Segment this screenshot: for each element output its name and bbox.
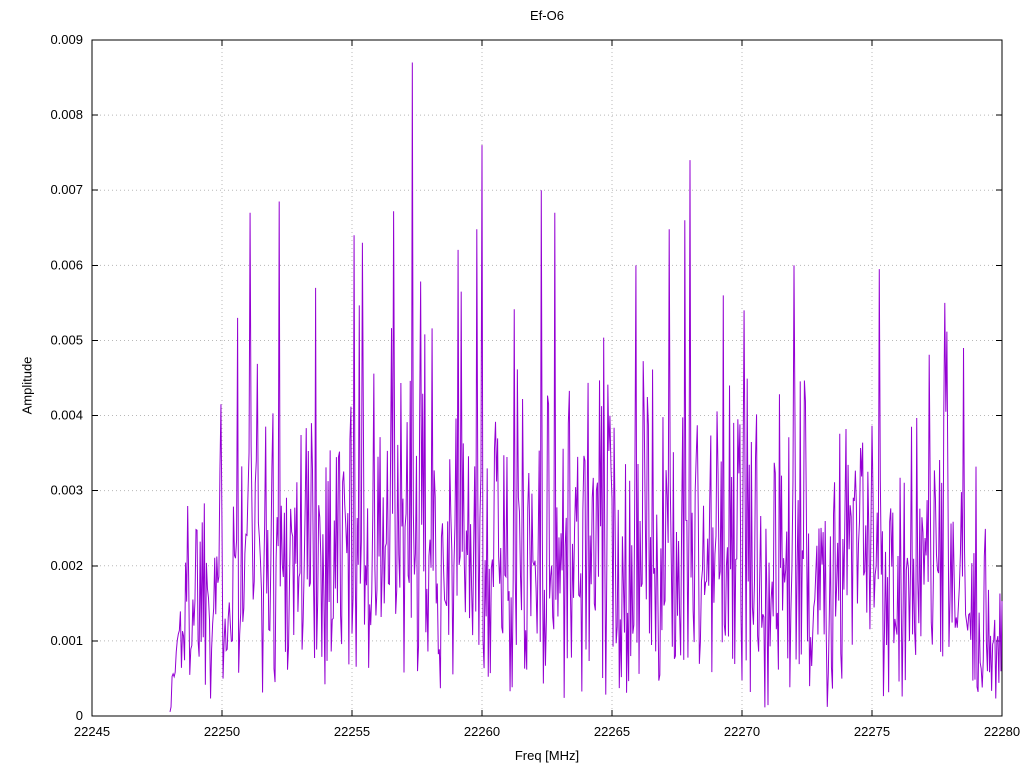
y-tick-label: 0.003 xyxy=(50,483,83,498)
x-tick-label: 22250 xyxy=(204,724,240,739)
chart-title: Ef-O6 xyxy=(530,8,564,23)
x-axis-title: Freq [MHz] xyxy=(514,748,580,763)
y-tick-label: 0.004 xyxy=(50,408,83,423)
y-tick-label: 0.006 xyxy=(50,257,83,272)
x-tick-label: 22255 xyxy=(334,724,370,739)
x-tick-label: 22270 xyxy=(724,724,760,739)
x-tick-label: 22245 xyxy=(74,724,110,739)
x-tick-label: 22265 xyxy=(594,724,630,739)
x-tick-label: 22260 xyxy=(464,724,500,739)
y-tick-label: 0.009 xyxy=(50,32,83,47)
y-tick-label: 0.007 xyxy=(50,182,83,197)
y-tick-label: 0.005 xyxy=(50,332,83,347)
y-tick-label: 0.002 xyxy=(50,558,83,573)
spectrum-line xyxy=(169,62,1003,713)
y-tick-label: 0.008 xyxy=(50,107,83,122)
x-tick-label: 22280 xyxy=(984,724,1020,739)
x-tick-label: 22275 xyxy=(854,724,890,739)
y-tick-label: 0.001 xyxy=(50,633,83,648)
plot-border xyxy=(91,39,1003,717)
y-tick-label: 0 xyxy=(76,708,83,723)
